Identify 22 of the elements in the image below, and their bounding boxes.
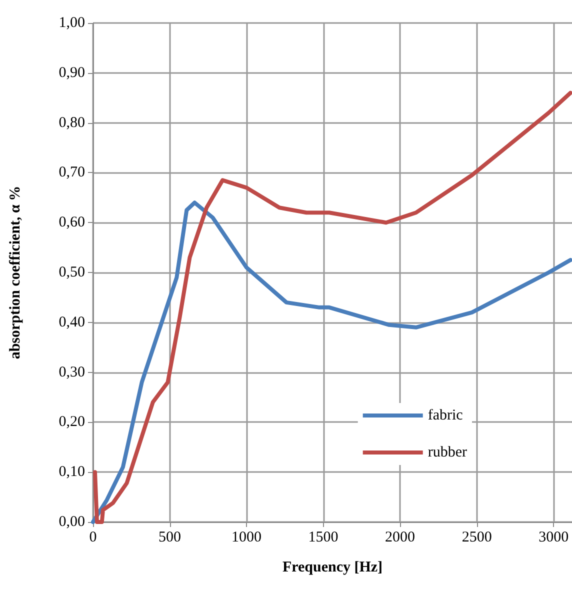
y-tick-label: 0,60 [58,214,85,231]
y-tick-label: 0,50 [58,264,85,280]
y-axis-title: absorption coefficient, α % [8,186,24,360]
x-tick-label: 500 [158,530,182,546]
x-tick-label: 2000 [385,530,416,546]
y-tick-label: 0,10 [58,464,85,480]
legend-label: rubber [428,444,468,460]
x-tick-label: 0 [89,530,97,546]
y-tick-label: 0,40 [58,314,85,330]
y-tick-label: 0,30 [58,364,85,380]
x-tick-label: 1500 [308,530,338,546]
x-tick-label: 3000 [538,530,569,546]
x-axis-title: Frequency [Hz] [282,560,383,576]
y-tick-label: 0,70 [58,164,85,181]
x-tick-label: 1000 [232,530,262,546]
y-tick-label: 0,00 [58,514,85,530]
y-tick-label: 0,90 [58,64,85,81]
legend-label: fabric [428,408,464,424]
y-tick-label: 1,00 [58,15,85,31]
y-tick-label: 0,20 [58,414,85,430]
y-tick-label: 0,80 [58,114,85,131]
x-tick-label: 2500 [462,530,492,546]
